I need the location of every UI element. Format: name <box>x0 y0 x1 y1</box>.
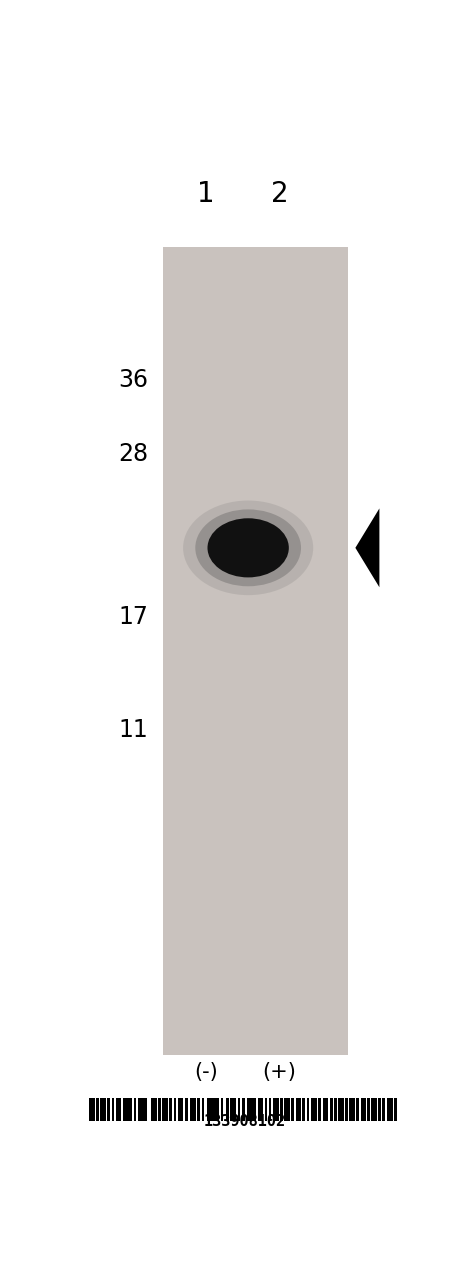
Bar <box>337 1098 343 1121</box>
Bar <box>279 1098 282 1121</box>
Bar <box>207 1098 212 1121</box>
Ellipse shape <box>183 500 313 595</box>
Bar <box>178 1098 183 1121</box>
Bar <box>272 1098 278 1121</box>
Bar <box>169 1098 172 1121</box>
Bar <box>116 1098 121 1121</box>
Bar <box>190 1098 195 1121</box>
Bar <box>257 1098 263 1121</box>
Ellipse shape <box>195 509 300 586</box>
Bar <box>158 1098 160 1121</box>
Text: 28: 28 <box>118 442 148 466</box>
Bar <box>122 1098 125 1121</box>
Text: 11: 11 <box>119 718 148 742</box>
Bar <box>230 1098 236 1121</box>
Bar <box>370 1098 376 1121</box>
Bar <box>107 1098 110 1121</box>
Bar <box>225 1098 228 1121</box>
Bar <box>382 1098 384 1121</box>
Bar <box>151 1098 157 1121</box>
Ellipse shape <box>207 518 288 577</box>
Bar <box>367 1098 369 1121</box>
Text: (-): (-) <box>193 1062 217 1082</box>
Bar <box>133 1098 136 1121</box>
Text: 17: 17 <box>118 605 148 628</box>
Bar <box>96 1098 99 1121</box>
Bar <box>268 1098 271 1121</box>
Bar <box>349 1098 354 1121</box>
Bar <box>173 1098 176 1121</box>
Bar <box>322 1098 327 1121</box>
Text: 133908102: 133908102 <box>203 1115 285 1129</box>
Bar <box>329 1098 332 1121</box>
Bar <box>377 1098 380 1121</box>
Bar <box>220 1098 223 1121</box>
Bar <box>356 1098 358 1121</box>
Bar <box>247 1098 252 1121</box>
Bar <box>393 1098 396 1121</box>
Bar <box>213 1098 218 1121</box>
Bar <box>333 1098 336 1121</box>
Bar <box>138 1098 143 1121</box>
Bar <box>290 1098 293 1121</box>
Text: 2: 2 <box>270 179 288 207</box>
Bar <box>310 1098 316 1121</box>
Bar <box>89 1098 95 1121</box>
Bar <box>163 247 347 1056</box>
Bar <box>185 1098 187 1121</box>
Text: (+): (+) <box>262 1062 296 1082</box>
Bar <box>360 1098 366 1121</box>
Bar <box>100 1098 106 1121</box>
Bar <box>301 1098 304 1121</box>
Bar <box>253 1098 256 1121</box>
Polygon shape <box>355 508 378 588</box>
Bar <box>264 1098 267 1121</box>
Bar <box>241 1098 244 1121</box>
Bar <box>111 1098 114 1121</box>
Bar <box>387 1098 392 1121</box>
Bar <box>284 1098 289 1121</box>
Bar <box>237 1098 240 1121</box>
Bar <box>201 1098 204 1121</box>
Text: 36: 36 <box>118 369 148 392</box>
Bar <box>144 1098 147 1121</box>
Bar <box>295 1098 301 1121</box>
Text: 1: 1 <box>197 179 214 207</box>
Bar <box>126 1098 132 1121</box>
Bar <box>162 1098 168 1121</box>
Bar <box>197 1098 199 1121</box>
Bar <box>345 1098 347 1121</box>
Bar <box>306 1098 309 1121</box>
Bar <box>317 1098 320 1121</box>
